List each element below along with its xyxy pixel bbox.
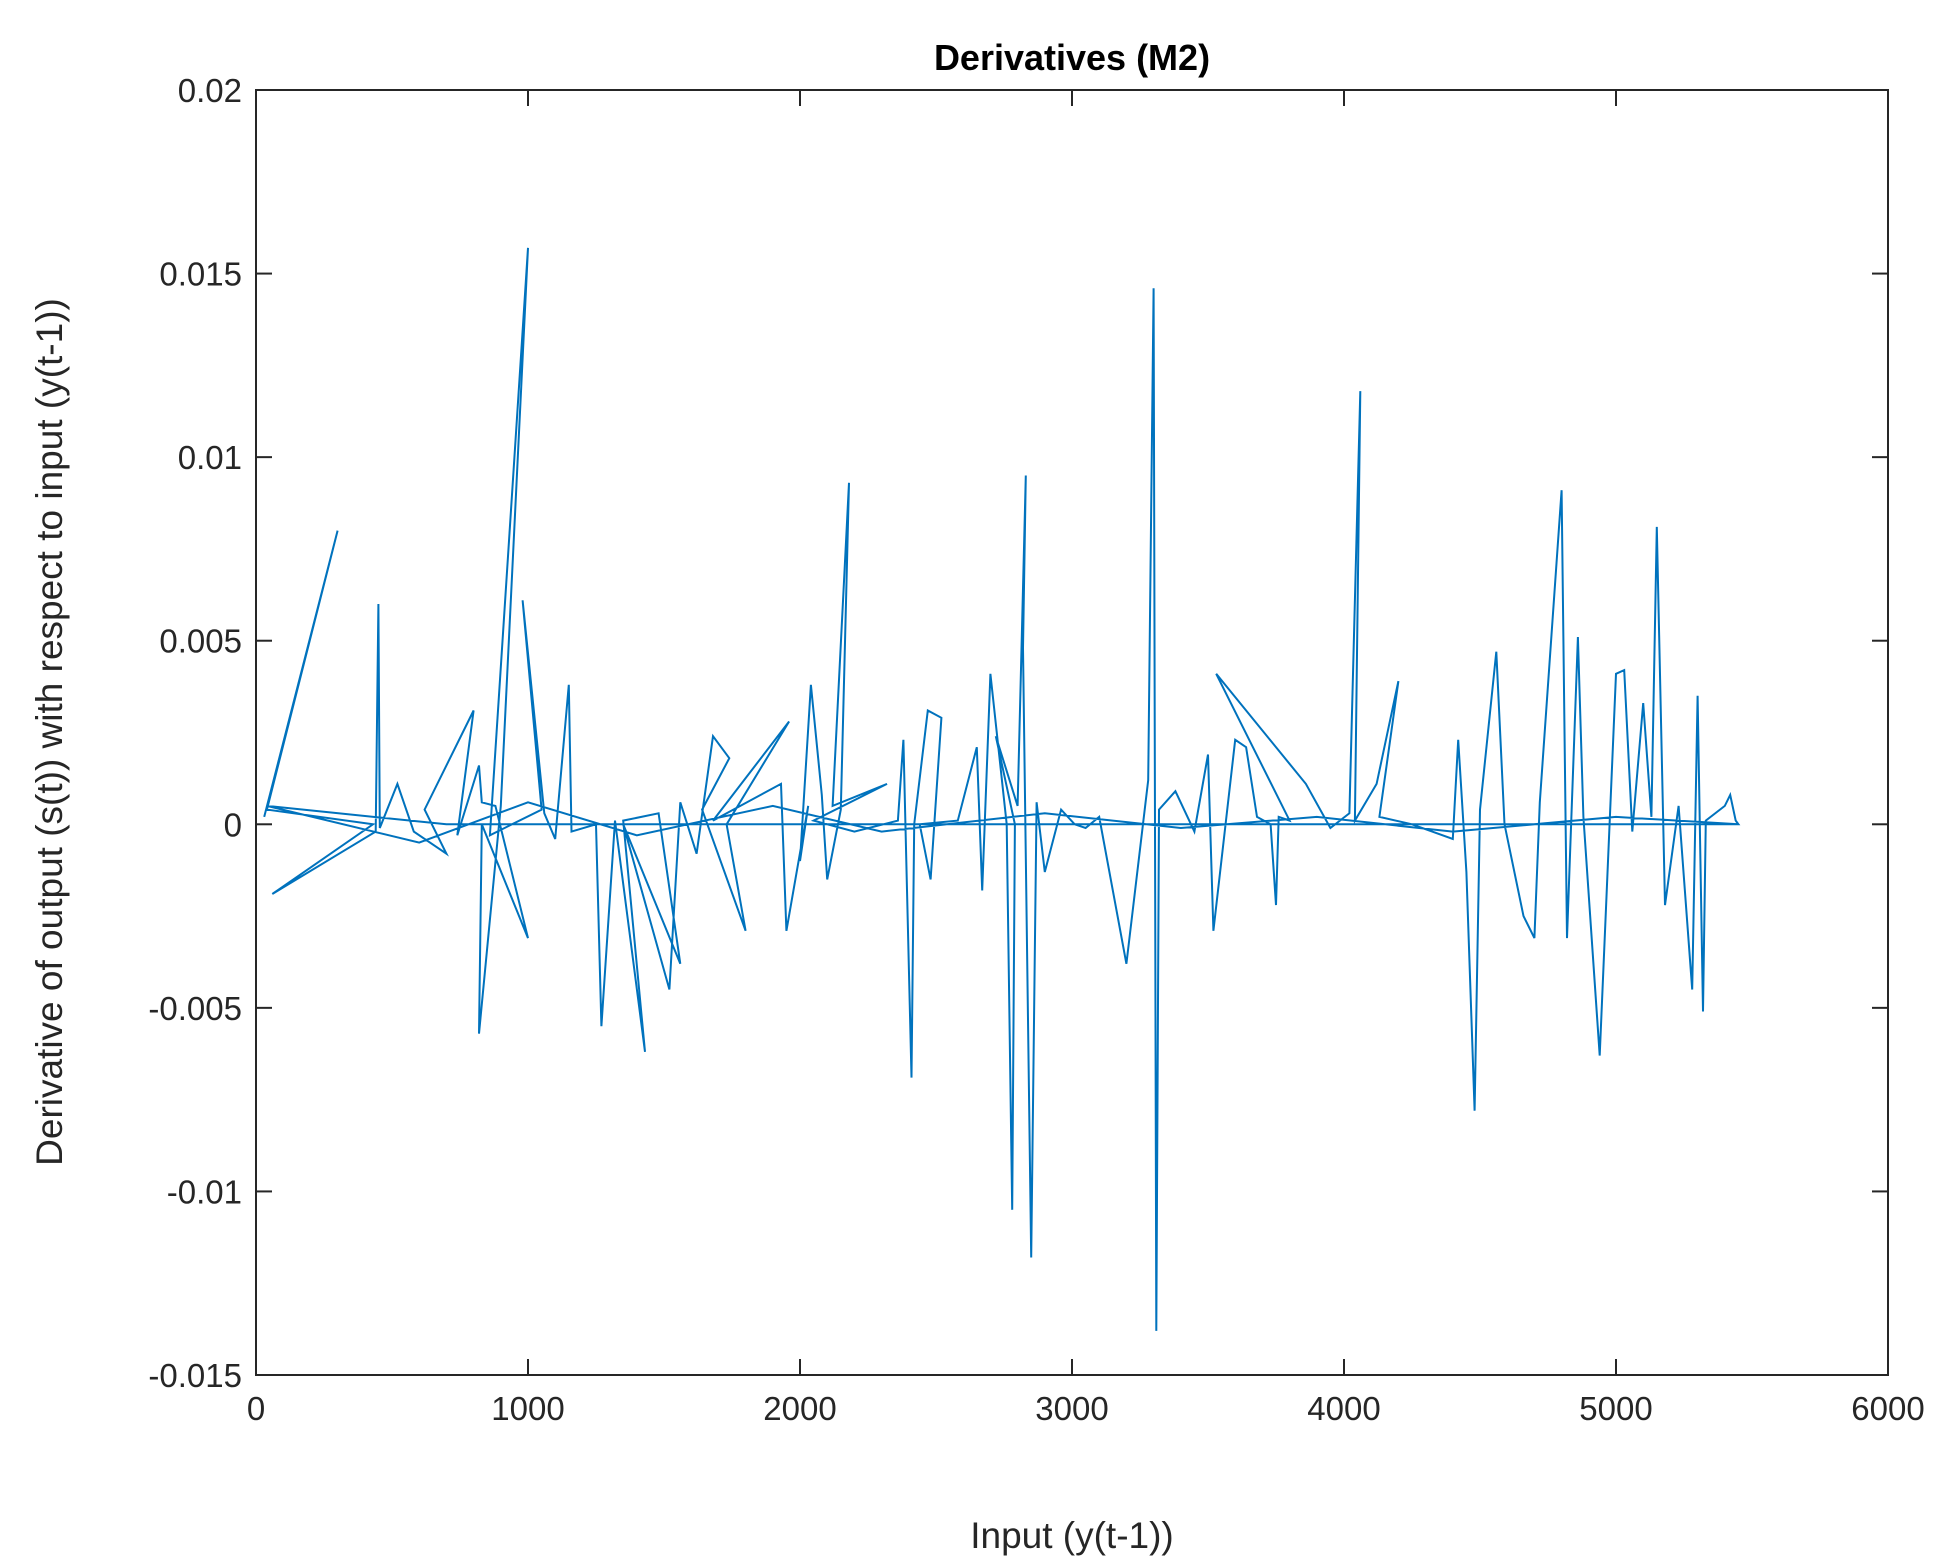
x-tick-label: 4000 [1307,1390,1380,1427]
chart-title: Derivatives (M2) [934,37,1210,78]
x-tick-label: 1000 [491,1390,564,1427]
x-axis-ticks: 0 1000 2000 3000 4000 5000 6000 [247,90,1925,1427]
series-line [263,247,1741,1331]
y-tick-label: 0.005 [159,623,242,660]
y-tick-label: 0.01 [178,439,242,476]
x-tick-label: 5000 [1579,1390,1652,1427]
y-axis-title: Derivative of output (s(t)) with respect… [29,298,70,1166]
y-tick-label: 0 [224,806,242,843]
y-tick-label: -0.01 [167,1173,242,1210]
y-axis-ticks: -0.015 -0.01 -0.005 0 0.005 0.01 0.015 0.02 [148,72,1888,1394]
y-tick-label: 0.015 [159,256,242,293]
series-layer [263,247,1741,1331]
x-tick-label: 0 [247,1390,265,1427]
y-tick-label: -0.005 [148,990,242,1027]
x-tick-label: 2000 [763,1390,836,1427]
x-tick-label: 6000 [1851,1390,1924,1427]
x-axis-title: Input (y(t-1)) [970,1515,1174,1556]
y-tick-label: -0.015 [148,1357,242,1394]
y-tick-label: 0.02 [178,72,242,109]
x-tick-label: 3000 [1035,1390,1108,1427]
